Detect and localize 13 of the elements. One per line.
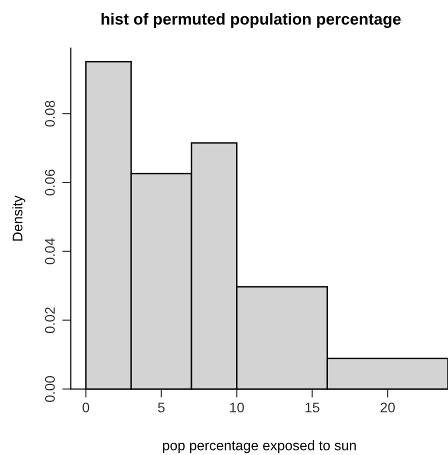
x-axis-title: pop percentage exposed to sun — [163, 440, 356, 454]
chart-title: hist of permuted population percentage — [102, 12, 401, 28]
y-tick-label: 0.06 — [45, 170, 55, 196]
y-tick-label: 0.00 — [45, 376, 55, 402]
x-tick-label: 15 — [306, 402, 320, 412]
x-tick-label: 10 — [230, 402, 244, 412]
x-tick-label: 0 — [82, 402, 90, 412]
y-tick-label: 0.02 — [45, 307, 55, 334]
x-tick-label: 5 — [158, 402, 165, 412]
y-tick-label: 0.04 — [45, 238, 55, 264]
x-tick-label: 20 — [380, 402, 395, 412]
y-tick-label: 0.08 — [45, 100, 55, 127]
y-axis-title: Density — [12, 195, 26, 241]
